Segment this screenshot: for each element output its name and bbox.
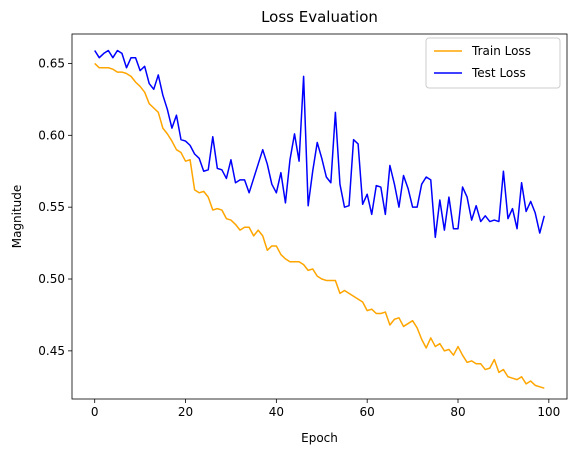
- y-tick-label: 0.65: [38, 56, 65, 70]
- axes-frame: [71, 33, 568, 400]
- y-tick-label: 0.45: [38, 344, 65, 358]
- legend-label: Test Loss: [471, 66, 526, 80]
- chart-title: Loss Evaluation: [261, 8, 378, 26]
- series-line-train-loss: [94, 62, 545, 389]
- y-axis-ticks: 0.45 0.50 0.55 0.60 0.65: [38, 56, 72, 358]
- x-tick-label: 60: [360, 405, 375, 419]
- x-axis-label: Epoch: [301, 431, 338, 445]
- legend-label: Train Loss: [471, 44, 531, 58]
- series-group: [94, 49, 546, 389]
- x-tick-label: 100: [537, 405, 560, 419]
- x-tick-label: 20: [178, 405, 193, 419]
- x-tick-label: 0: [91, 405, 99, 419]
- x-axis-ticks: 0 20 40 60 80 100: [91, 399, 560, 419]
- y-tick-label: 0.60: [38, 128, 65, 142]
- series-line-test-loss: [94, 49, 546, 239]
- plot-area: 0 20 40 60 80 100 0.45 0.50 0.55 0.60 0.65: [38, 33, 568, 419]
- x-tick-label: 80: [450, 405, 465, 419]
- legend: Train Loss Test Loss: [425, 37, 561, 89]
- y-axis-label: Magnitude: [10, 185, 24, 249]
- y-tick-label: 0.55: [38, 200, 65, 214]
- x-tick-label: 40: [269, 405, 284, 419]
- y-tick-label: 0.50: [38, 272, 65, 286]
